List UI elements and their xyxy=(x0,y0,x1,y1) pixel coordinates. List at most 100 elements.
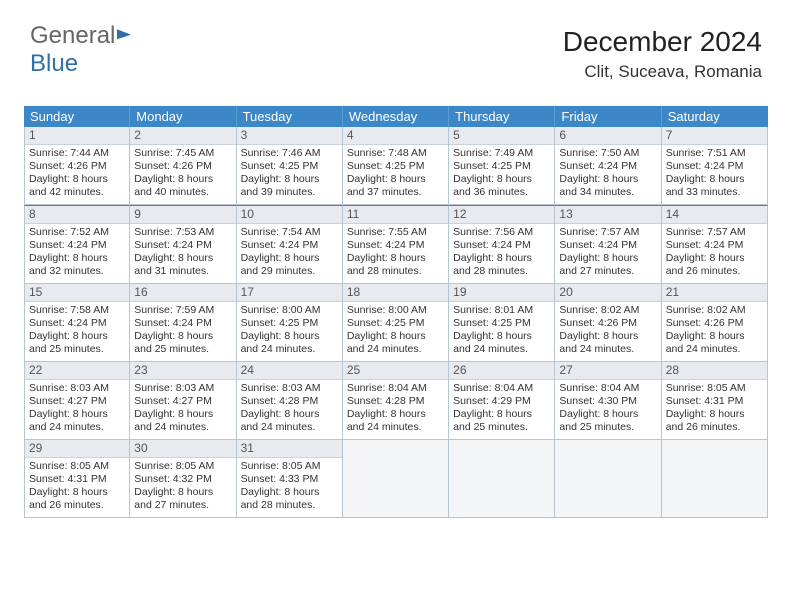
calendar-cell: 14Sunrise: 7:57 AMSunset: 4:24 PMDayligh… xyxy=(662,205,768,284)
day-number: 16 xyxy=(130,284,235,302)
calendar-cell: 23Sunrise: 8:03 AMSunset: 4:27 PMDayligh… xyxy=(130,362,236,440)
calendar-cell: 18Sunrise: 8:00 AMSunset: 4:25 PMDayligh… xyxy=(343,284,449,362)
daylight-line: Daylight: 8 hours and 37 minutes. xyxy=(347,173,444,199)
day-number: 26 xyxy=(449,362,554,380)
sunrise-line: Sunrise: 8:04 AM xyxy=(453,382,550,395)
day-number: 4 xyxy=(343,127,448,145)
daylight-line: Daylight: 8 hours and 25 minutes. xyxy=(134,330,231,356)
sunset-line: Sunset: 4:26 PM xyxy=(666,317,763,330)
calendar-cell: 13Sunrise: 7:57 AMSunset: 4:24 PMDayligh… xyxy=(555,205,661,284)
calendar-cell: 6Sunrise: 7:50 AMSunset: 4:24 PMDaylight… xyxy=(555,127,661,205)
day-number: 21 xyxy=(662,284,767,302)
logo-triangle-icon xyxy=(117,25,131,40)
daylight-line: Daylight: 8 hours and 39 minutes. xyxy=(241,173,338,199)
sunrise-line: Sunrise: 7:57 AM xyxy=(559,226,656,239)
sunrise-line: Sunrise: 8:05 AM xyxy=(134,460,231,473)
day-number: 3 xyxy=(237,127,342,145)
daylight-line: Daylight: 8 hours and 28 minutes. xyxy=(453,252,550,278)
day-number: 8 xyxy=(25,206,129,224)
day-number: 24 xyxy=(237,362,342,380)
day-header-sat: Saturday xyxy=(662,106,768,127)
sunrise-line: Sunrise: 7:51 AM xyxy=(666,147,763,160)
daylight-line: Daylight: 8 hours and 32 minutes. xyxy=(29,252,125,278)
daylight-line: Daylight: 8 hours and 29 minutes. xyxy=(241,252,338,278)
day-number: 2 xyxy=(130,127,235,145)
calendar-cell: 30Sunrise: 8:05 AMSunset: 4:32 PMDayligh… xyxy=(130,440,236,518)
day-body: Sunrise: 7:58 AMSunset: 4:24 PMDaylight:… xyxy=(25,302,129,361)
sunset-line: Sunset: 4:26 PM xyxy=(134,160,231,173)
sunrise-line: Sunrise: 8:05 AM xyxy=(666,382,763,395)
day-number: 15 xyxy=(25,284,129,302)
sunrise-line: Sunrise: 8:04 AM xyxy=(559,382,656,395)
calendar-cell: 29Sunrise: 8:05 AMSunset: 4:31 PMDayligh… xyxy=(24,440,130,518)
day-number: 11 xyxy=(343,206,448,224)
day-body: Sunrise: 7:51 AMSunset: 4:24 PMDaylight:… xyxy=(662,145,767,204)
sunset-line: Sunset: 4:31 PM xyxy=(666,395,763,408)
calendar-week: 1Sunrise: 7:44 AMSunset: 4:26 PMDaylight… xyxy=(24,127,768,205)
sunset-line: Sunset: 4:24 PM xyxy=(666,239,763,252)
daylight-line: Daylight: 8 hours and 24 minutes. xyxy=(29,408,125,434)
sunset-line: Sunset: 4:25 PM xyxy=(347,317,444,330)
day-body: Sunrise: 8:02 AMSunset: 4:26 PMDaylight:… xyxy=(662,302,767,361)
daylight-line: Daylight: 8 hours and 24 minutes. xyxy=(453,330,550,356)
daylight-line: Daylight: 8 hours and 28 minutes. xyxy=(347,252,444,278)
sunset-line: Sunset: 4:24 PM xyxy=(559,160,656,173)
day-number: 7 xyxy=(662,127,767,145)
calendar-week: 29Sunrise: 8:05 AMSunset: 4:31 PMDayligh… xyxy=(24,440,768,518)
day-number: 13 xyxy=(555,206,660,224)
day-body: Sunrise: 7:54 AMSunset: 4:24 PMDaylight:… xyxy=(237,224,342,283)
day-body: Sunrise: 8:03 AMSunset: 4:28 PMDaylight:… xyxy=(237,380,342,439)
day-body: Sunrise: 8:03 AMSunset: 4:27 PMDaylight:… xyxy=(130,380,235,439)
calendar-cell: 5Sunrise: 7:49 AMSunset: 4:25 PMDaylight… xyxy=(449,127,555,205)
calendar-cell: 15Sunrise: 7:58 AMSunset: 4:24 PMDayligh… xyxy=(24,284,130,362)
sunrise-line: Sunrise: 7:52 AM xyxy=(29,226,125,239)
daylight-line: Daylight: 8 hours and 25 minutes. xyxy=(29,330,125,356)
logo-text-1: General xyxy=(30,22,115,49)
calendar-week: 15Sunrise: 7:58 AMSunset: 4:24 PMDayligh… xyxy=(24,284,768,362)
day-body: Sunrise: 8:05 AMSunset: 4:31 PMDaylight:… xyxy=(25,458,129,517)
sunrise-line: Sunrise: 7:46 AM xyxy=(241,147,338,160)
sunrise-line: Sunrise: 7:48 AM xyxy=(347,147,444,160)
day-body: Sunrise: 8:05 AMSunset: 4:32 PMDaylight:… xyxy=(130,458,235,517)
daylight-line: Daylight: 8 hours and 25 minutes. xyxy=(559,408,656,434)
daylight-line: Daylight: 8 hours and 24 minutes. xyxy=(347,330,444,356)
calendar-week: 22Sunrise: 8:03 AMSunset: 4:27 PMDayligh… xyxy=(24,362,768,440)
sunset-line: Sunset: 4:24 PM xyxy=(29,317,125,330)
sunset-line: Sunset: 4:24 PM xyxy=(453,239,550,252)
daylight-line: Daylight: 8 hours and 25 minutes. xyxy=(453,408,550,434)
day-body: Sunrise: 8:05 AMSunset: 4:31 PMDaylight:… xyxy=(662,380,767,439)
sunrise-line: Sunrise: 7:45 AM xyxy=(134,147,231,160)
sunrise-line: Sunrise: 7:50 AM xyxy=(559,147,656,160)
day-body: Sunrise: 7:50 AMSunset: 4:24 PMDaylight:… xyxy=(555,145,660,204)
daylight-line: Daylight: 8 hours and 24 minutes. xyxy=(241,330,338,356)
day-body: Sunrise: 8:00 AMSunset: 4:25 PMDaylight:… xyxy=(237,302,342,361)
sunset-line: Sunset: 4:24 PM xyxy=(347,239,444,252)
day-body: Sunrise: 7:45 AMSunset: 4:26 PMDaylight:… xyxy=(130,145,235,204)
sunrise-line: Sunrise: 8:03 AM xyxy=(29,382,125,395)
sunset-line: Sunset: 4:28 PM xyxy=(241,395,338,408)
daylight-line: Daylight: 8 hours and 28 minutes. xyxy=(241,486,338,512)
day-body: Sunrise: 8:00 AMSunset: 4:25 PMDaylight:… xyxy=(343,302,448,361)
calendar-cell-empty xyxy=(343,440,449,518)
day-body: Sunrise: 8:04 AMSunset: 4:29 PMDaylight:… xyxy=(449,380,554,439)
daylight-line: Daylight: 8 hours and 26 minutes. xyxy=(666,252,763,278)
calendar-cell: 7Sunrise: 7:51 AMSunset: 4:24 PMDaylight… xyxy=(662,127,768,205)
sunset-line: Sunset: 4:25 PM xyxy=(241,160,338,173)
daylight-line: Daylight: 8 hours and 27 minutes. xyxy=(559,252,656,278)
day-header-fri: Friday xyxy=(555,106,661,127)
sunrise-line: Sunrise: 8:01 AM xyxy=(453,304,550,317)
daylight-line: Daylight: 8 hours and 36 minutes. xyxy=(453,173,550,199)
day-header-sun: Sunday xyxy=(24,106,130,127)
day-number: 10 xyxy=(237,206,342,224)
daylight-line: Daylight: 8 hours and 33 minutes. xyxy=(666,173,763,199)
day-body: Sunrise: 8:04 AMSunset: 4:28 PMDaylight:… xyxy=(343,380,448,439)
day-body: Sunrise: 8:02 AMSunset: 4:26 PMDaylight:… xyxy=(555,302,660,361)
daylight-line: Daylight: 8 hours and 31 minutes. xyxy=(134,252,231,278)
day-number: 1 xyxy=(25,127,129,145)
day-number: 17 xyxy=(237,284,342,302)
header-block: December 2024 Clit, Suceava, Romania xyxy=(563,26,762,82)
day-body: Sunrise: 7:59 AMSunset: 4:24 PMDaylight:… xyxy=(130,302,235,361)
day-number: 25 xyxy=(343,362,448,380)
day-number: 30 xyxy=(130,440,235,458)
sunrise-line: Sunrise: 7:54 AM xyxy=(241,226,338,239)
